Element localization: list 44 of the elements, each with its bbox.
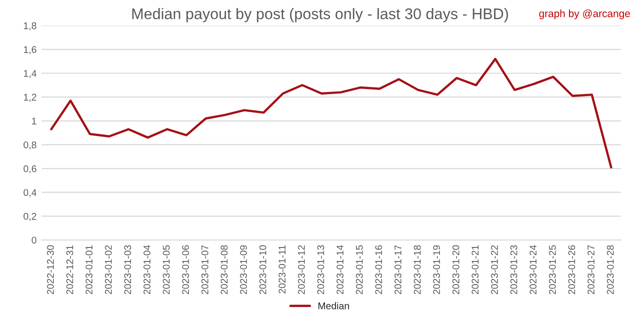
x-tick-label: 2023-01-16 — [375, 245, 382, 294]
x-tick-label: 2023-01-27 — [588, 245, 594, 294]
x-tick-label: 2023-01-07 — [201, 245, 208, 294]
x-tick-label: 2023-01-06 — [182, 245, 190, 294]
x-tick-label: 2023-01-03 — [124, 245, 132, 294]
x-tick-label: 2023-01-05 — [162, 245, 170, 294]
x-tick-label: 2022-12-30 — [46, 245, 54, 294]
legend-label: Median — [318, 302, 349, 310]
y-tick-label: 0,2 — [24, 212, 36, 221]
x-tick-label: 2023-01-01 — [86, 245, 92, 294]
x-tick-label: 2023-01-15 — [356, 245, 363, 294]
x-tick-label: 2023-01-24 — [530, 245, 537, 294]
y-tick-label: 1 — [32, 118, 36, 124]
x-tick-label: 2023-01-22 — [491, 245, 498, 294]
y-tick-label: 1,2 — [24, 94, 36, 102]
x-tick-label: 2023-01-10 — [259, 245, 266, 294]
y-tick-label: 1,8 — [24, 22, 36, 30]
x-tick-label: 2023-01-09 — [240, 245, 247, 294]
x-tick-label: 2023-01-11 — [278, 245, 286, 294]
x-tick-label: 2023-01-02 — [104, 245, 112, 294]
x-tick-label: 2023-01-25 — [548, 245, 556, 294]
y-tick-label: 0,4 — [24, 189, 36, 198]
y-tick-label: 1,6 — [24, 46, 36, 54]
x-tick-label: 2023-01-17 — [394, 245, 402, 294]
y-tick-label: 1,4 — [24, 70, 36, 78]
y-tick-label: 0 — [32, 236, 36, 244]
x-tick-label: 2023-01-26 — [568, 245, 576, 294]
line-series — [50, 58, 612, 168]
x-tick-label: 2023-01-18 — [414, 245, 421, 294]
y-tick-label: 0,8 — [24, 141, 36, 150]
x-tick-label: 2023-01-04 — [144, 245, 150, 294]
x-tick-label: 2023-01-14 — [336, 245, 344, 294]
x-tick-label: 2023-01-23 — [510, 245, 518, 294]
x-tick-label: 2022-12-31 — [66, 245, 74, 294]
x-tick-label: 2023-01-21 — [472, 245, 479, 294]
x-tick-label: 2023-01-12 — [298, 245, 305, 294]
x-tick-label: 2023-01-28 — [606, 245, 614, 294]
x-tick-label: 2023-01-08 — [220, 245, 228, 294]
text: graph by @arcange — [539, 10, 630, 20]
chart-title: Median payout by post (posts only - last 30 days - HBD) — [132, 8, 508, 22]
x-tick-label: 2023-01-19 — [433, 245, 440, 294]
x-tick-label: 2023-01-20 — [452, 245, 460, 294]
y-tick-label: 0,6 — [24, 165, 36, 174]
x-tick-label: 2023-01-13 — [317, 245, 324, 294]
